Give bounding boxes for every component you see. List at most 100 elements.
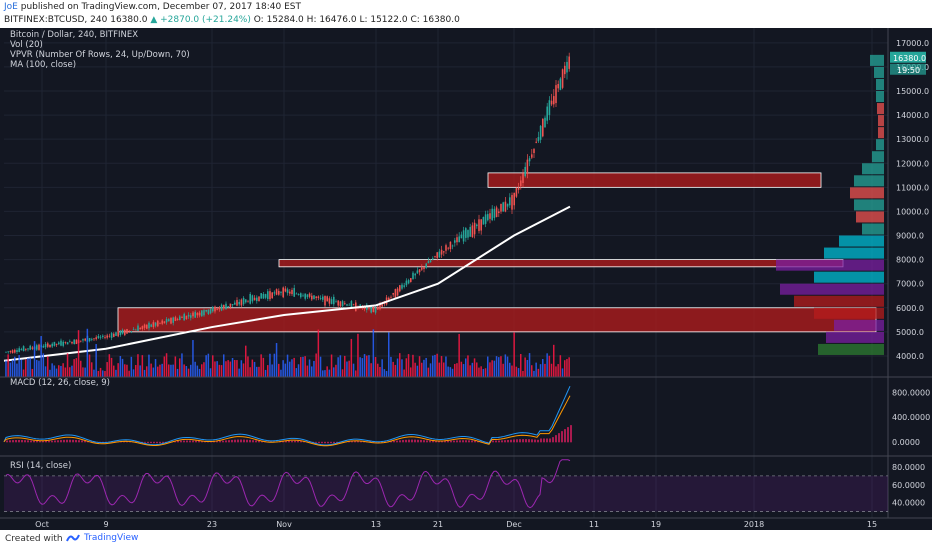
macd-axis-label: 400.0000 bbox=[892, 413, 930, 422]
candle-body bbox=[493, 208, 496, 218]
volume-bar bbox=[218, 364, 221, 377]
candle-body bbox=[284, 288, 287, 292]
volume-bar bbox=[465, 358, 467, 377]
macd-histogram-bar bbox=[402, 440, 404, 443]
volume-bar bbox=[40, 336, 42, 377]
candle-body bbox=[502, 202, 504, 212]
last-price-badge bbox=[890, 51, 926, 63]
macd-histogram-bar bbox=[450, 440, 452, 443]
volume-bar bbox=[234, 360, 236, 377]
candle-body bbox=[410, 278, 412, 282]
macd-histogram-bar bbox=[237, 439, 239, 443]
candle-body bbox=[434, 256, 436, 257]
macd-histogram-bar bbox=[438, 441, 440, 443]
volume-bar bbox=[157, 366, 159, 377]
volume-bar bbox=[500, 356, 502, 377]
candle-body bbox=[480, 219, 482, 231]
time-axis-label: 15 bbox=[867, 520, 877, 529]
volume-bar bbox=[124, 364, 126, 377]
macd-histogram-bar bbox=[156, 441, 158, 444]
volume-bar bbox=[568, 357, 570, 377]
macd-histogram-bar bbox=[336, 441, 338, 443]
macd-histogram-bar bbox=[318, 441, 320, 443]
macd-histogram-bar bbox=[189, 440, 191, 443]
candle-body bbox=[491, 208, 493, 221]
volume-bar bbox=[504, 354, 507, 377]
volume-bar bbox=[328, 369, 331, 377]
candle-body bbox=[176, 319, 179, 320]
tradingview-brand[interactable]: TradingView bbox=[66, 533, 138, 543]
candle-body bbox=[306, 294, 309, 298]
candle-body bbox=[528, 158, 531, 162]
volume-bar bbox=[25, 359, 27, 377]
vpvr-bar bbox=[780, 283, 884, 295]
volume-bar bbox=[203, 362, 205, 377]
volume-bar bbox=[18, 355, 20, 377]
candle-body bbox=[247, 301, 249, 303]
candle-body bbox=[542, 118, 544, 137]
candle-body bbox=[251, 295, 254, 302]
macd-histogram-bar bbox=[525, 439, 527, 443]
candle-body bbox=[218, 307, 221, 310]
volume-bar bbox=[53, 365, 56, 377]
candle-body bbox=[36, 345, 38, 350]
macd-histogram-bar bbox=[45, 440, 47, 443]
candle-body bbox=[539, 125, 542, 140]
volume-bar bbox=[421, 362, 423, 377]
volume-bar bbox=[22, 369, 25, 377]
volume-bar bbox=[414, 362, 416, 377]
volume-bar bbox=[443, 362, 445, 377]
candle-body bbox=[396, 288, 399, 296]
candle-body bbox=[223, 304, 225, 309]
volume-bar bbox=[5, 360, 7, 377]
macd-histogram-bar bbox=[567, 427, 569, 443]
candle-body bbox=[520, 180, 522, 187]
volume-bar bbox=[440, 356, 443, 377]
volume-bar bbox=[469, 365, 471, 377]
vpvr-bar bbox=[839, 235, 884, 247]
volume-bar bbox=[293, 357, 295, 377]
tradingview-logo-icon bbox=[66, 534, 80, 542]
chart-area[interactable]: 17000.016000.015000.014000.013000.012000… bbox=[0, 28, 932, 530]
volume-bar bbox=[462, 364, 465, 377]
macd-histogram-bar bbox=[15, 439, 17, 443]
candle-body bbox=[135, 329, 137, 331]
candle-body bbox=[328, 298, 331, 304]
candle-body bbox=[181, 317, 183, 318]
volume-bar bbox=[399, 353, 401, 377]
macd-histogram-bar bbox=[426, 440, 428, 443]
author-link[interactable]: JoE bbox=[4, 2, 18, 12]
macd-histogram-bar bbox=[261, 441, 263, 443]
volume-bar bbox=[429, 363, 432, 377]
volume-bar bbox=[478, 367, 480, 377]
candle-body bbox=[203, 310, 205, 316]
time-axis-label: 9 bbox=[103, 520, 108, 529]
candle-body bbox=[108, 335, 111, 337]
candle-body bbox=[504, 201, 507, 212]
candle-body bbox=[62, 341, 64, 346]
volume-bar bbox=[403, 369, 405, 377]
price-axis-label: 17000.0 bbox=[896, 39, 929, 48]
candle-body bbox=[242, 297, 245, 305]
macd-histogram-bar bbox=[246, 439, 248, 443]
candle-body bbox=[392, 292, 394, 295]
candle-body bbox=[240, 299, 243, 306]
volume-bar bbox=[319, 356, 322, 377]
volume-bar bbox=[564, 360, 566, 377]
macd-histogram-bar bbox=[447, 440, 449, 443]
candle-body bbox=[278, 290, 280, 295]
volume-bar bbox=[412, 354, 414, 377]
chart-canvas[interactable]: 17000.016000.015000.014000.013000.012000… bbox=[0, 28, 932, 530]
volume-bar bbox=[544, 363, 546, 377]
candle-body bbox=[161, 320, 163, 324]
volume-bar bbox=[139, 365, 141, 377]
candle-body bbox=[130, 331, 133, 332]
candle-body bbox=[27, 348, 29, 350]
macd-histogram-bar bbox=[543, 438, 545, 443]
volume-bar bbox=[539, 364, 542, 377]
candle-body bbox=[51, 343, 53, 347]
candle-body bbox=[150, 324, 152, 327]
time-axis-label: 13 bbox=[371, 520, 381, 529]
volume-bar bbox=[454, 363, 456, 377]
macd-histogram-bar bbox=[315, 441, 317, 443]
